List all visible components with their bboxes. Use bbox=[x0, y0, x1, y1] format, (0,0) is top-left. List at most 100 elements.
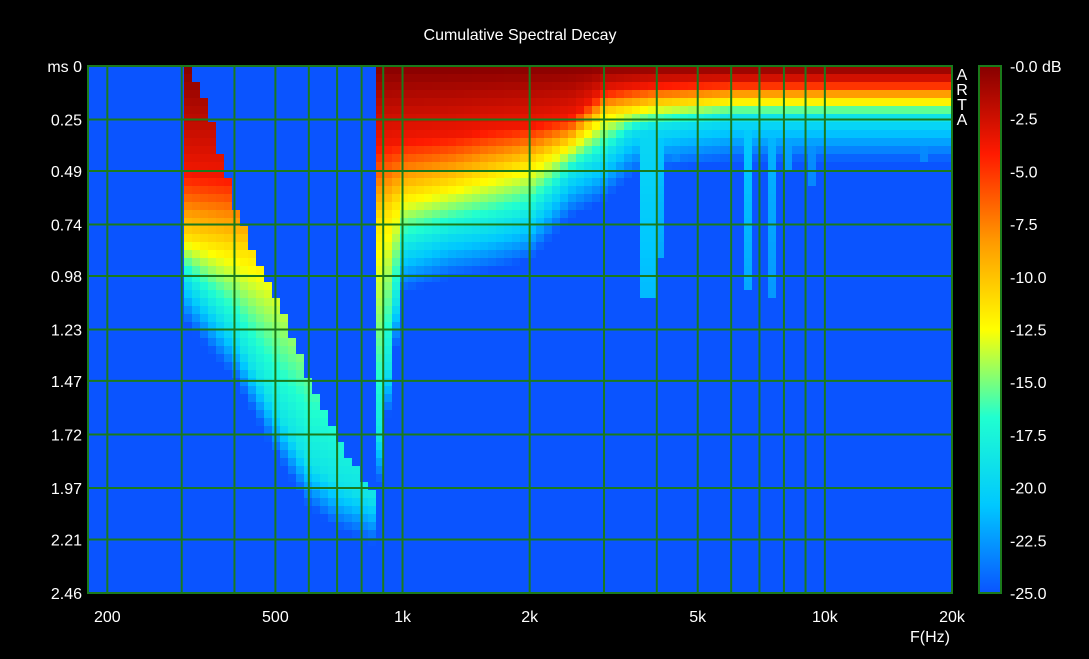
heatmap-cell bbox=[640, 314, 649, 323]
heatmap-cell bbox=[232, 266, 241, 275]
heatmap-cell bbox=[680, 178, 689, 187]
heatmap-cell bbox=[152, 210, 161, 219]
heatmap-cell bbox=[688, 314, 697, 323]
heatmap-cell bbox=[136, 338, 145, 347]
heatmap-cell bbox=[640, 506, 649, 515]
heatmap-cell bbox=[192, 266, 201, 275]
heatmap-cell bbox=[248, 106, 257, 115]
heatmap-cell bbox=[640, 162, 649, 171]
heatmap-cell bbox=[528, 586, 537, 594]
heatmap-cell bbox=[368, 306, 377, 315]
heatmap-cell bbox=[528, 242, 537, 251]
heatmap-cell bbox=[656, 450, 665, 459]
heatmap-cell bbox=[656, 250, 665, 259]
heatmap-cell bbox=[576, 170, 585, 179]
heatmap-cell bbox=[352, 362, 361, 371]
heatmap-cell bbox=[280, 578, 289, 587]
heatmap-cell bbox=[240, 434, 249, 443]
heatmap-cell bbox=[96, 578, 105, 587]
heatmap-cell bbox=[360, 218, 369, 227]
heatmap-cell bbox=[112, 330, 121, 339]
heatmap-cell bbox=[320, 226, 329, 235]
heatmap-cell bbox=[440, 546, 449, 555]
heatmap-cell bbox=[256, 162, 265, 171]
heatmap-cell bbox=[456, 186, 465, 195]
heatmap-cell bbox=[656, 82, 665, 91]
heatmap-cell bbox=[584, 546, 593, 555]
heatmap-cell bbox=[232, 402, 241, 411]
heatmap-cell bbox=[216, 530, 225, 539]
heatmap-cell bbox=[280, 434, 289, 443]
heatmap-cell bbox=[624, 138, 633, 147]
heatmap-cell bbox=[688, 90, 697, 99]
heatmap-cell bbox=[552, 138, 561, 147]
heatmap-cell bbox=[544, 66, 553, 75]
heatmap-cell bbox=[152, 122, 161, 131]
heatmap-cell bbox=[344, 194, 353, 203]
heatmap-cell bbox=[440, 266, 449, 275]
heatmap-cell bbox=[528, 458, 537, 467]
heatmap-cell bbox=[296, 138, 305, 147]
heatmap-cell bbox=[536, 586, 545, 594]
heatmap-cell bbox=[456, 450, 465, 459]
heatmap-cell bbox=[584, 114, 593, 123]
heatmap-cell bbox=[680, 562, 689, 571]
heatmap-cell bbox=[280, 90, 289, 99]
heatmap-cell bbox=[328, 434, 337, 443]
heatmap-cell bbox=[568, 282, 577, 291]
heatmap-cell bbox=[328, 258, 337, 267]
heatmap-cell bbox=[280, 82, 289, 91]
heatmap-cell bbox=[536, 498, 545, 507]
heatmap-cell bbox=[120, 562, 129, 571]
heatmap-cell bbox=[640, 186, 649, 195]
heatmap-cell bbox=[672, 322, 681, 331]
heatmap-cell bbox=[176, 386, 185, 395]
heatmap-cell bbox=[568, 146, 577, 155]
heatmap-cell bbox=[456, 474, 465, 483]
heatmap-cell bbox=[184, 570, 193, 579]
heatmap-cell bbox=[120, 122, 129, 131]
heatmap-cell bbox=[536, 354, 545, 363]
heatmap-cell bbox=[576, 138, 585, 147]
heatmap-cell bbox=[616, 154, 625, 163]
heatmap-cell bbox=[112, 186, 121, 195]
heatmap-cell bbox=[144, 82, 153, 91]
heatmap-cell bbox=[256, 474, 265, 483]
heatmap-cell bbox=[472, 586, 481, 594]
heatmap-cell bbox=[520, 82, 529, 91]
heatmap-cell bbox=[352, 458, 361, 467]
heatmap-cell bbox=[576, 90, 585, 99]
heatmap-cell bbox=[664, 122, 673, 131]
heatmap-cell bbox=[608, 586, 617, 594]
heatmap-cell bbox=[552, 186, 561, 195]
heatmap-cell bbox=[680, 242, 689, 251]
heatmap-cell bbox=[688, 218, 697, 227]
heatmap-cell bbox=[560, 514, 569, 523]
heatmap-cell bbox=[360, 226, 369, 235]
heatmap-cell bbox=[208, 586, 217, 594]
heatmap-cell bbox=[200, 570, 209, 579]
heatmap-cell bbox=[128, 578, 137, 587]
heatmap-cell bbox=[544, 170, 553, 179]
heatmap-cell bbox=[224, 554, 233, 563]
heatmap-cell bbox=[520, 186, 529, 195]
heatmap-cell bbox=[208, 554, 217, 563]
heatmap-cell bbox=[656, 354, 665, 363]
heatmap-cell bbox=[280, 162, 289, 171]
heatmap-cell bbox=[136, 178, 145, 187]
heatmap-cell bbox=[320, 354, 329, 363]
heatmap-cell bbox=[288, 402, 297, 411]
heatmap-cell bbox=[152, 538, 161, 547]
heatmap-cell bbox=[352, 322, 361, 331]
heatmap-cell bbox=[648, 578, 657, 587]
heatmap-cell bbox=[296, 250, 305, 259]
heatmap-cell bbox=[120, 434, 129, 443]
heatmap-cell bbox=[536, 66, 545, 75]
heatmap-cell bbox=[144, 410, 153, 419]
heatmap-cell bbox=[408, 210, 417, 219]
heatmap-cell bbox=[488, 386, 497, 395]
heatmap-cell bbox=[584, 106, 593, 115]
heatmap-cell bbox=[520, 218, 529, 227]
heatmap-cell bbox=[136, 498, 145, 507]
heatmap-cell bbox=[216, 426, 225, 435]
